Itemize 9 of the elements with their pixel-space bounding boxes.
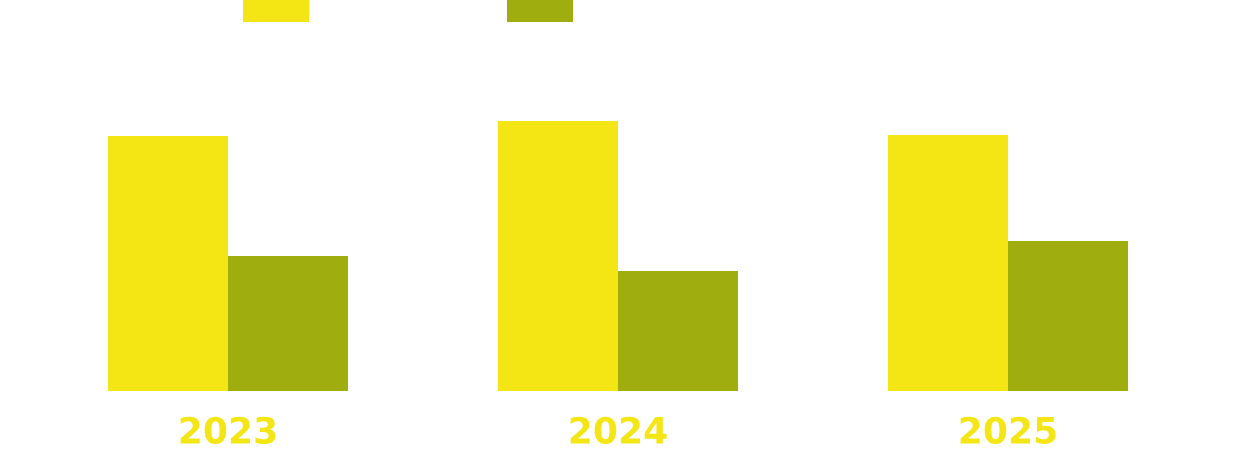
bar: [498, 121, 618, 391]
bar: [1008, 240, 1128, 391]
x-tick-label: 2023: [180, 416, 276, 444]
x-tick-label: 2024: [570, 416, 667, 444]
x-tick-label: 2025: [960, 416, 1056, 444]
bar: [228, 256, 348, 391]
bar: [108, 136, 228, 391]
bar: [888, 135, 1008, 391]
bar: [618, 271, 738, 391]
